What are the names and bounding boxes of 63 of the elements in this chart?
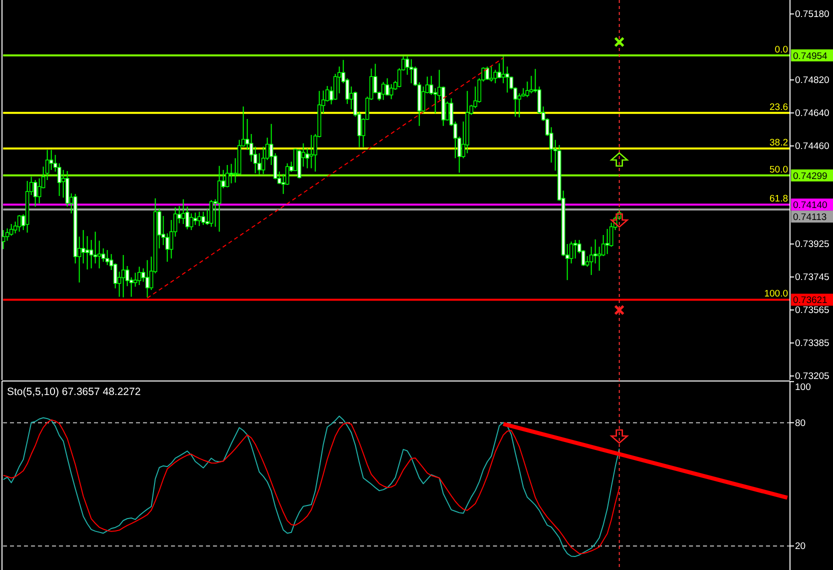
candlestick bbox=[589, 246, 594, 276]
candlestick bbox=[385, 78, 390, 96]
candlestick bbox=[597, 246, 602, 272]
candlestick bbox=[497, 62, 502, 79]
candlestick bbox=[217, 165, 222, 232]
candlestick bbox=[193, 212, 198, 226]
ref-line-label: 0.74113 bbox=[793, 212, 827, 224]
candlestick bbox=[105, 250, 110, 266]
candlestick bbox=[529, 75, 534, 94]
candlestick bbox=[2, 230, 6, 250]
candlestick bbox=[89, 239, 94, 269]
candlestick bbox=[305, 148, 310, 169]
text: Sto(5,5,10) 67.3657 48.2272 bbox=[7, 386, 141, 398]
candlestick bbox=[181, 198, 186, 225]
candlestick bbox=[9, 224, 14, 236]
y-tick-label: 0.73745 bbox=[795, 272, 830, 284]
candlestick bbox=[381, 81, 386, 100]
candlestick bbox=[209, 199, 214, 228]
annotation: 61.8 bbox=[770, 194, 788, 205]
candlestick bbox=[605, 228, 610, 255]
y-tick-label: 0.73565 bbox=[795, 305, 830, 316]
candlestick bbox=[225, 164, 230, 188]
y-tick-label: 0.73385 bbox=[795, 338, 830, 350]
candlestick bbox=[389, 84, 394, 100]
candlestick bbox=[49, 149, 54, 170]
candlestick bbox=[309, 134, 314, 169]
y-tick-label: 20 bbox=[795, 541, 806, 552]
candlestick bbox=[189, 212, 194, 231]
candlestick bbox=[421, 86, 426, 114]
annotation: 100.0 bbox=[764, 288, 788, 300]
candlestick bbox=[133, 272, 138, 288]
annotation: 23.6 bbox=[770, 102, 788, 113]
y-tick-label: 0.74640 bbox=[795, 108, 830, 119]
candlestick bbox=[145, 260, 150, 298]
y-tick-label: 0.73205 bbox=[795, 371, 830, 382]
candlestick bbox=[333, 73, 338, 100]
annotation: 50.0 bbox=[770, 164, 788, 176]
annotation: 38.2 bbox=[770, 137, 788, 148]
candlestick bbox=[137, 266, 142, 286]
candlestick bbox=[525, 81, 530, 98]
candlestick bbox=[405, 56, 410, 76]
candlestick bbox=[429, 75, 434, 96]
candlestick bbox=[37, 178, 42, 204]
y-tick-label: 0.73925 bbox=[795, 239, 830, 250]
y-tick-label: 0.74460 bbox=[795, 140, 830, 152]
candlestick bbox=[33, 180, 38, 208]
ref-line-label: 0.73621 bbox=[793, 295, 828, 306]
candlestick bbox=[489, 65, 494, 82]
candlestick bbox=[85, 236, 90, 270]
ref-line-label: 0.74954 bbox=[793, 50, 828, 62]
candlestick bbox=[121, 254, 126, 298]
y-tick-label: 80 bbox=[795, 418, 806, 429]
y-tick-label: 0.75180 bbox=[795, 8, 830, 20]
ref-line-label: 0.74140 bbox=[793, 200, 828, 212]
candlestick bbox=[81, 230, 86, 264]
candlestick bbox=[17, 214, 22, 232]
candlestick bbox=[261, 146, 266, 174]
ref-line-label: 0.74299 bbox=[793, 170, 828, 182]
annotation: 0.0 bbox=[774, 44, 788, 56]
y-tick-label: 0.74820 bbox=[795, 74, 830, 86]
candlestick bbox=[501, 56, 506, 84]
y-tick-label: 100 bbox=[795, 382, 811, 394]
candlestick bbox=[201, 211, 206, 226]
